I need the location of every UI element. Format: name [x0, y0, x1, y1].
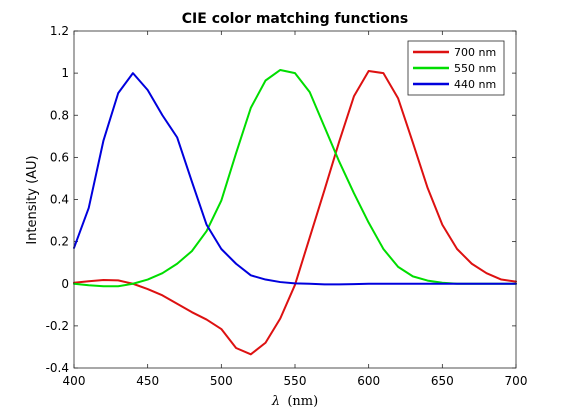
x-tick-label: 400: [63, 374, 86, 388]
y-tick-label: -0.4: [46, 361, 69, 375]
x-tick-label: 700: [505, 374, 528, 388]
y-tick-label: 0.4: [50, 193, 69, 207]
x-tick-label: 600: [357, 374, 380, 388]
series-line-2: [73, 68, 517, 288]
y-axis-label: Intensity (AU): [25, 155, 40, 244]
x-axis-label-symbol: λ: [271, 394, 280, 409]
y-tick-label: -0.2: [46, 319, 69, 333]
legend-label: 700 nm: [454, 46, 496, 59]
x-tick-label: 550: [284, 374, 307, 388]
y-tick-label: 0.2: [50, 235, 69, 249]
y-axis-ticks: -0.4 -0.2 0 0.2 0.4 0.6 0.8 1 1.2: [46, 24, 516, 375]
x-tick-label: 650: [431, 374, 454, 388]
legend-label: 550 nm: [454, 62, 496, 75]
series-lines: [73, 68, 517, 356]
plot-frame: [73, 30, 517, 369]
y-tick-label: 0: [61, 277, 69, 291]
legend-label: 440 nm: [454, 78, 496, 91]
x-tick-label: 450: [136, 374, 159, 388]
y-tick-label: 1: [61, 66, 69, 80]
x-axis-label: λ (nm): [271, 393, 318, 409]
y-tick-label: 0.8: [50, 108, 69, 122]
x-axis-ticks: 400 450 500 550 600 650 700: [63, 31, 528, 388]
x-axis-label-unit: (nm): [287, 394, 318, 409]
x-tick-label: 500: [210, 374, 233, 388]
legend: 700 nm 550 nm 440 nm: [407, 40, 505, 96]
y-tick-label: 0.6: [50, 150, 69, 164]
series-line-3: [73, 72, 517, 286]
chart-title: CIE color matching functions: [182, 11, 408, 27]
y-tick-label: 1.2: [50, 24, 69, 38]
series-line-1: [73, 70, 517, 356]
